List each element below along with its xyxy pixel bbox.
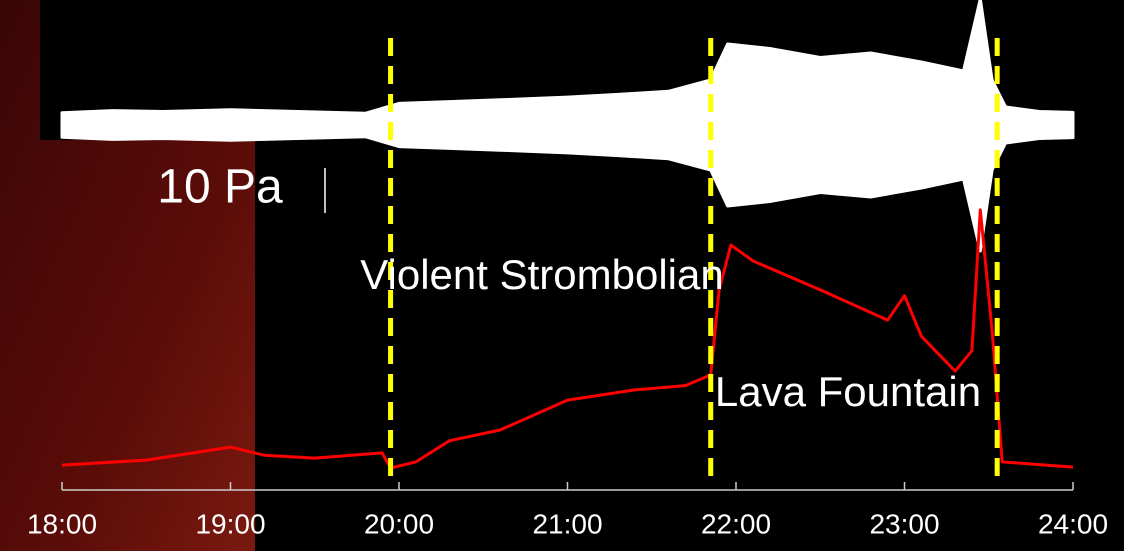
x-tick-label: 22:00 — [701, 508, 771, 539]
annotation: Violent Strombolian — [360, 251, 723, 298]
x-tick-label: 23:00 — [869, 508, 939, 539]
x-tick-label: 24:00 — [1038, 508, 1108, 539]
x-tick-label: 18:00 — [27, 508, 97, 539]
x-tick-label: 21:00 — [532, 508, 602, 539]
x-tick-label: 20:00 — [364, 508, 434, 539]
scale-bar-label: 10 Pa — [157, 161, 283, 214]
annotation: Lava Fountain — [715, 368, 981, 415]
x-tick-label: 19:00 — [195, 508, 265, 539]
plot: 18:00 19:00 20:00 21:00 22:00 23:00 24:00 — [27, 0, 1108, 539]
waveform — [60, 0, 1075, 253]
